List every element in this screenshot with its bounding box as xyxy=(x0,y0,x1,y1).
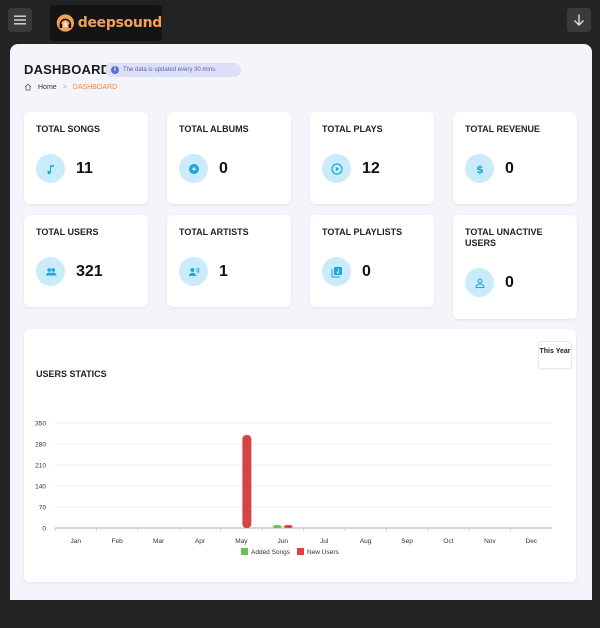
this-year-button[interactable]: This Year xyxy=(538,341,572,369)
stat-value: 321 xyxy=(76,263,103,280)
legend-swatch xyxy=(297,548,304,555)
breadcrumb-separator-icon: > xyxy=(62,83,67,91)
y-tick-label: 280 xyxy=(35,442,46,449)
dollar-icon: $ xyxy=(465,154,494,183)
users-statics-chart: 350 280 210 140 70 0 Jan Feb Mar Apr May Jun Jul Aug S… xyxy=(35,421,552,556)
stat-card-total-playlists: TOTAL PLAYLISTS 0 xyxy=(310,215,434,307)
y-tick-label: 0 xyxy=(42,526,46,533)
legend-swatch xyxy=(241,548,248,555)
update-info-badge: i The data is updated every 30 mins. xyxy=(105,63,241,77)
logo-text: deepsound xyxy=(77,15,163,31)
stat-label: TOTAL ARTISTS xyxy=(179,227,249,237)
stat-value: 12 xyxy=(362,160,380,177)
stat-card-total-albums: TOTAL ALBUMS 0 xyxy=(167,112,291,204)
x-tick-label: Jun xyxy=(278,538,289,545)
stat-value: 0 xyxy=(219,160,228,177)
stat-label: TOTAL ALBUMS xyxy=(179,124,249,134)
x-tick-label: Sep xyxy=(401,538,413,545)
stat-card-total-unactive-users: TOTAL UNACTIVE USERS 0 xyxy=(453,215,577,319)
users-icon xyxy=(36,257,65,286)
stat-label: TOTAL REVENUE xyxy=(465,124,541,134)
info-icon: i xyxy=(111,66,119,74)
x-tick-label: Aug xyxy=(360,538,372,545)
x-tick-label: Oct xyxy=(443,538,453,545)
x-tick-label: Nov xyxy=(484,538,496,545)
stat-value: 0 xyxy=(505,160,514,177)
users-statics-chart-card: USERS STATICS This Year 350 280 210 140 70 0 J… xyxy=(24,329,576,582)
bar-added-songs xyxy=(272,525,282,528)
y-tick-label: 210 xyxy=(35,463,46,470)
page-title: DASHBOARD xyxy=(24,62,111,77)
stat-label: TOTAL USERS xyxy=(36,227,99,237)
x-tick-label: May xyxy=(235,538,248,545)
disc-icon xyxy=(179,154,208,183)
top-bar: deepsound xyxy=(0,0,600,44)
y-tick-label: 140 xyxy=(35,484,46,491)
x-tick-label: Jul xyxy=(320,538,329,545)
download-button[interactable] xyxy=(567,8,591,32)
breadcrumb-current: DASHBOARD xyxy=(72,83,118,91)
chart-title: USERS STATICS xyxy=(36,369,107,379)
breadcrumb-home-link[interactable]: Home xyxy=(38,83,57,91)
menu-button[interactable] xyxy=(8,8,32,32)
stat-card-total-songs: TOTAL SONGS 11 xyxy=(24,112,148,204)
stat-value: 1 xyxy=(219,263,228,280)
stat-card-total-users: TOTAL USERS 321 xyxy=(24,215,148,307)
playlist-icon xyxy=(322,257,351,286)
stat-card-total-revenue: TOTAL REVENUE $ 0 xyxy=(453,112,577,204)
app-logo[interactable]: deepsound xyxy=(50,5,162,41)
home-icon xyxy=(24,83,32,91)
bar-new-users xyxy=(242,435,252,528)
arrow-down-icon xyxy=(574,14,584,26)
bar-new-users xyxy=(283,525,293,528)
play-circle-icon xyxy=(322,154,351,183)
artist-icon xyxy=(179,257,208,286)
user-inactive-icon xyxy=(465,268,494,297)
y-tick-label: 350 xyxy=(35,421,46,428)
stat-label: TOTAL PLAYLISTS xyxy=(322,227,403,237)
hamburger-icon xyxy=(14,15,26,25)
svg-text:$: $ xyxy=(476,163,484,175)
stat-value: 0 xyxy=(505,274,514,291)
y-tick-label: 70 xyxy=(39,505,47,512)
stat-label: TOTAL UNACTIVE USERS xyxy=(465,227,543,248)
x-tick-label: Feb xyxy=(112,538,124,545)
legend-label: Added Songs xyxy=(251,549,291,556)
x-tick-label: Dec xyxy=(526,538,538,545)
update-info-text: The data is updated every 30 mins. xyxy=(123,67,217,73)
x-tick-label: Jan xyxy=(70,538,81,545)
headphones-logo-icon xyxy=(56,14,75,32)
stat-card-total-artists: TOTAL ARTISTS 1 xyxy=(167,215,291,307)
music-note-icon xyxy=(36,154,65,183)
stat-label: TOTAL SONGS xyxy=(36,124,101,134)
stat-card-total-plays: TOTAL PLAYS 12 xyxy=(310,112,434,204)
breadcrumb: Home > DASHBOARD xyxy=(24,83,117,91)
main-content: DASHBOARD i The data is updated every 30… xyxy=(10,44,592,600)
stat-value: 0 xyxy=(362,263,371,280)
stat-value: 11 xyxy=(76,160,93,177)
x-tick-label: Mar xyxy=(153,538,165,545)
x-tick-label: Apr xyxy=(195,538,206,545)
stat-label: TOTAL PLAYS xyxy=(322,124,383,134)
legend-label: New Users xyxy=(307,549,340,556)
